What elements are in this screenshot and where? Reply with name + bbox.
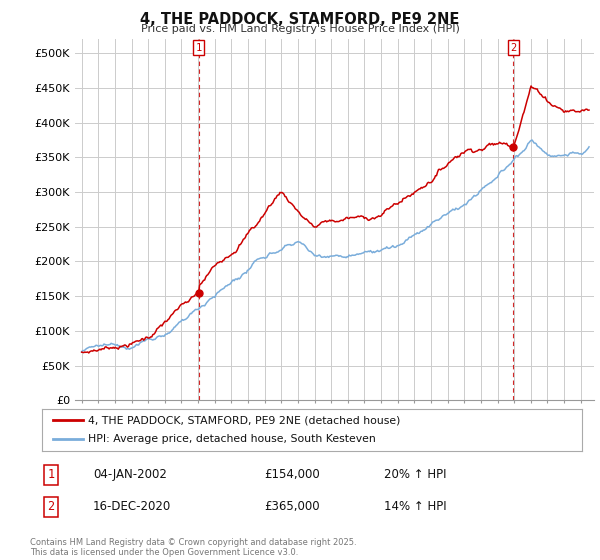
Text: Price paid vs. HM Land Registry's House Price Index (HPI): Price paid vs. HM Land Registry's House … <box>140 24 460 34</box>
Text: £365,000: £365,000 <box>264 500 320 514</box>
Text: 2: 2 <box>511 43 517 53</box>
Text: 04-JAN-2002: 04-JAN-2002 <box>93 468 167 482</box>
Text: 1: 1 <box>47 468 55 482</box>
Text: Contains HM Land Registry data © Crown copyright and database right 2025.
This d: Contains HM Land Registry data © Crown c… <box>30 538 356 557</box>
Text: 2: 2 <box>47 500 55 514</box>
Text: £154,000: £154,000 <box>264 468 320 482</box>
Text: 1: 1 <box>196 43 202 53</box>
Text: 20% ↑ HPI: 20% ↑ HPI <box>384 468 446 482</box>
Text: 16-DEC-2020: 16-DEC-2020 <box>93 500 171 514</box>
Text: 4, THE PADDOCK, STAMFORD, PE9 2NE (detached house): 4, THE PADDOCK, STAMFORD, PE9 2NE (detac… <box>88 415 400 425</box>
Text: 14% ↑ HPI: 14% ↑ HPI <box>384 500 446 514</box>
Text: HPI: Average price, detached house, South Kesteven: HPI: Average price, detached house, Sout… <box>88 435 376 445</box>
Text: 4, THE PADDOCK, STAMFORD, PE9 2NE: 4, THE PADDOCK, STAMFORD, PE9 2NE <box>140 12 460 27</box>
